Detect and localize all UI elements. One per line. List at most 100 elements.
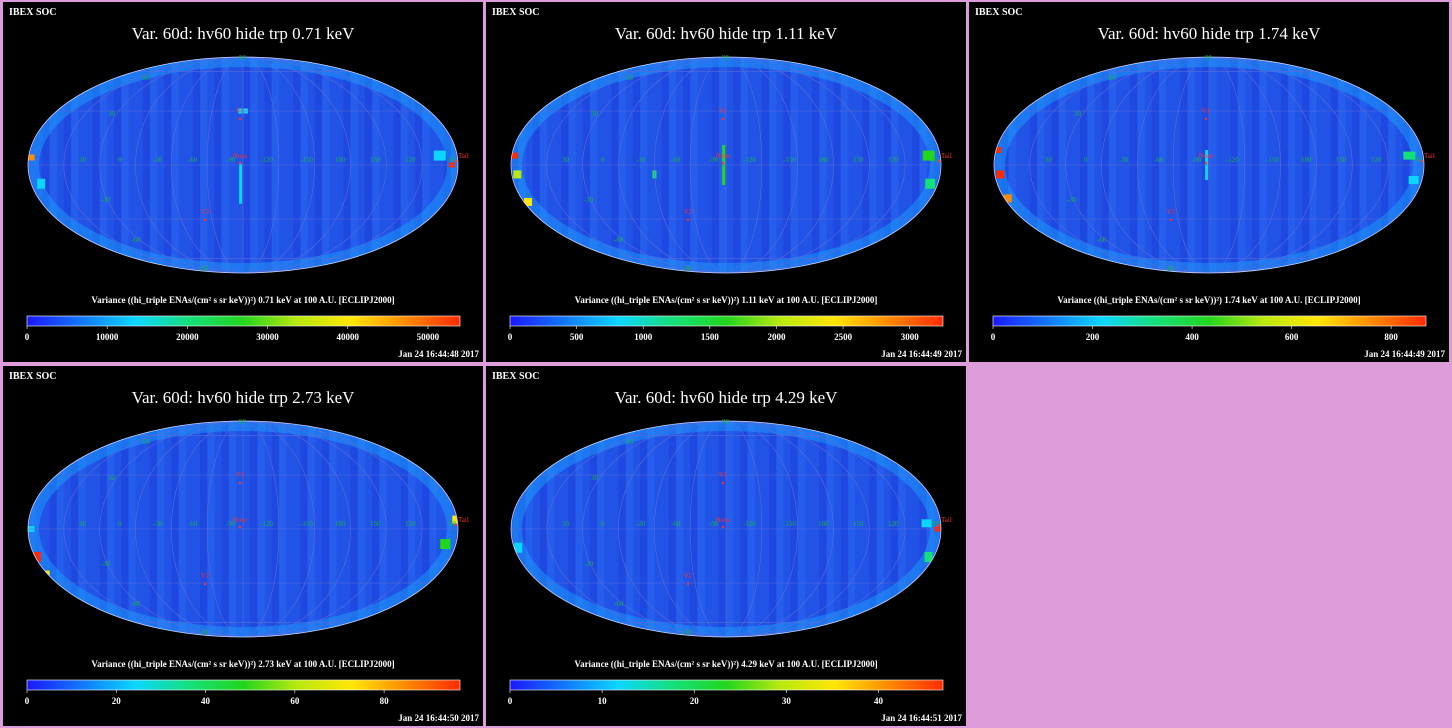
- lon-label: 150: [853, 520, 864, 528]
- lon-label: 90: [449, 156, 457, 164]
- graticule: [28, 57, 458, 273]
- marker-v2-dot: [686, 582, 690, 586]
- map-hot-pixel: [1403, 151, 1416, 160]
- graticule: [511, 57, 941, 273]
- sky-map-pixels: [511, 421, 941, 637]
- map-hot-pixel: [37, 178, 46, 189]
- lon-label: 30: [1045, 156, 1053, 164]
- marker-tail-dot: [454, 159, 458, 163]
- colorbar-tick-label: 2000: [767, 332, 786, 342]
- panel-title: Var. 60d: hv60 hide trp 0.71 keV: [131, 24, 355, 43]
- marker-nose: Nose: [1199, 152, 1213, 160]
- marker-v2-dot: [1169, 218, 1173, 222]
- sky-map-pixels: [994, 57, 1424, 273]
- lon-label: 0: [1084, 156, 1088, 164]
- lon-label: -120: [260, 520, 273, 528]
- map-hot-pixel: [440, 539, 451, 550]
- lat-label: 60: [143, 74, 151, 82]
- lat-label: -30: [584, 196, 594, 204]
- colorbar-tick-label: 60: [290, 696, 300, 706]
- pole-label: -90: [199, 629, 209, 637]
- map-hot-pixel: [925, 178, 936, 189]
- map-canvas: 60 30 -30 -60 30 0 -30 -60 -90 -120 -150 180 150 120 9…: [508, 418, 952, 706]
- graticule: [511, 421, 941, 637]
- colorbar-label: Variance ((hi_triple ENAs/(cm² s sr keV)…: [574, 659, 878, 669]
- map-hot-pixel: [1408, 176, 1419, 185]
- lon-label: -150: [1266, 156, 1279, 164]
- marker-tail: Tail: [458, 152, 469, 160]
- colorbar-tick-label: 30: [782, 696, 792, 706]
- lon-label: 30: [79, 156, 87, 164]
- marker-nose: Nose: [716, 152, 730, 160]
- lon-label: -30: [636, 156, 646, 164]
- panel-title: Var. 60d: hv60 hide trp 4.29 keV: [614, 388, 838, 407]
- lon-label: 120: [888, 156, 899, 164]
- colorbar: [26, 679, 461, 691]
- timestamp: Jan 24 16:44:49 2017: [881, 349, 962, 359]
- colorbar-label: Variance ((hi_triple ENAs/(cm² s sr keV)…: [574, 295, 878, 305]
- sky-map-panel-1.74kev: 60 30 -30 -60 30 0 -30 -60 -90 -120 -150 180 150 120 9…: [969, 2, 1449, 362]
- map-hot-pixel: [994, 146, 1002, 153]
- pole-label: 90: [722, 54, 730, 62]
- marker-v1-dot: [1204, 117, 1208, 121]
- marker-v2: V2: [201, 572, 210, 580]
- colorbar-tick-label: 1000: [634, 332, 653, 342]
- timestamp: Jan 24 16:44:48 2017: [398, 349, 479, 359]
- lon-label: -60: [671, 520, 681, 528]
- marker-nose: Nose: [233, 516, 247, 524]
- marker-v1: V1: [719, 107, 728, 115]
- marker-nose-dot: [238, 161, 242, 165]
- colorbar-tick-label: 40: [874, 696, 884, 706]
- marker-nose-dot: [721, 161, 725, 165]
- colorbar-tick-label: 10000: [96, 332, 119, 342]
- colorbar-tick-label: 800: [1384, 332, 1398, 342]
- sky-map-outline: [993, 56, 1425, 274]
- marker-tail-dot: [454, 523, 458, 527]
- timestamp: Jan 24 16:44:49 2017: [1364, 349, 1445, 359]
- panel-label: IBEX SOC: [492, 7, 540, 18]
- colorbar-tick-label: 600: [1285, 332, 1299, 342]
- colorbar-tick-label: 400: [1185, 332, 1199, 342]
- map-hot-pixel: [922, 150, 935, 161]
- pole-label: -90: [199, 265, 209, 273]
- colorbar-tick-label: 10: [598, 696, 608, 706]
- lat-label: -30: [101, 196, 111, 204]
- colorbar: [509, 679, 944, 691]
- lat-label: -60: [614, 236, 624, 244]
- marker-tail-dot: [937, 159, 941, 163]
- marker-tail-dot: [1420, 159, 1424, 163]
- lon-label: -60: [1154, 156, 1164, 164]
- map-hot-pixel: [996, 170, 1005, 179]
- lon-label: 30: [79, 520, 87, 528]
- lon-label: 0: [118, 156, 122, 164]
- marker-nose-dot: [721, 525, 725, 529]
- map-hot-pixel: [524, 197, 533, 206]
- pole-label: -90: [682, 629, 692, 637]
- colorbar-tick-label: 3000: [901, 332, 920, 342]
- lon-label: 120: [1371, 156, 1382, 164]
- graticule: [994, 57, 1424, 273]
- lon-label: -30: [636, 520, 646, 528]
- lon-label: -90: [226, 520, 236, 528]
- marker-v1: V1: [719, 471, 728, 479]
- marker-tail: Tail: [941, 516, 952, 524]
- marker-v1: V1: [236, 471, 245, 479]
- lon-label: 150: [1336, 156, 1347, 164]
- lon-label: -90: [709, 520, 719, 528]
- sky-map-panel-2.73kev: 60 30 -30 -60 30 0 -30 -60 -90 -120 -150 180 150 120 9…: [3, 366, 483, 726]
- lon-label: -60: [671, 156, 681, 164]
- map-hot-pixel: [452, 515, 458, 524]
- colorbar-tick-label: 40: [201, 696, 211, 706]
- colorbar-tick-label: 20: [690, 696, 700, 706]
- marker-tail-dot: [937, 523, 941, 527]
- colorbar-tick-label: 0: [25, 332, 30, 342]
- lon-label: -30: [153, 520, 163, 528]
- pole-label: 90: [239, 418, 247, 426]
- lon-label: 180: [818, 156, 829, 164]
- lon-label: -30: [1119, 156, 1129, 164]
- lat-label: 30: [108, 474, 116, 482]
- map-hot-pixel: [513, 170, 522, 179]
- marker-v2-dot: [203, 218, 207, 222]
- map-canvas: 60 30 -30 -60 30 0 -30 -60 -90 -120 -150 180 150 120 9…: [508, 54, 952, 342]
- lon-label: -90: [709, 156, 719, 164]
